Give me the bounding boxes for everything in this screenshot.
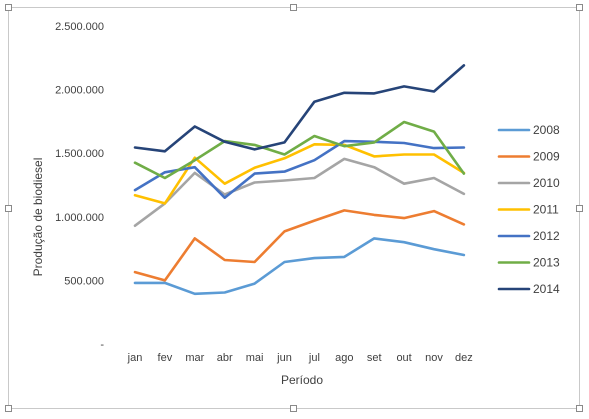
- legend-label-2008: 2008: [533, 123, 560, 137]
- y-tick-label: 500.000: [64, 275, 104, 287]
- resize-handle-top-center[interactable]: [290, 4, 297, 11]
- resize-handle-bottom-center[interactable]: [290, 405, 297, 412]
- series-line-2014: [133, 64, 466, 153]
- legend-label-2011: 2011: [533, 203, 559, 217]
- y-tick-label: -: [100, 339, 104, 351]
- legend-label-2010: 2010: [533, 176, 560, 190]
- y-tick-label: 1.500.000: [55, 148, 104, 160]
- resize-handle-middle-right[interactable]: [576, 205, 583, 212]
- series-line-2009: [133, 209, 466, 282]
- series-lines: [133, 64, 466, 296]
- series-line-2010: [133, 157, 466, 227]
- y-tick-label: 2.000.000: [55, 85, 104, 97]
- legend-label-2014: 2014: [533, 282, 560, 296]
- x-tick-label: nov: [425, 352, 443, 364]
- y-tick-label: 1.000.000: [55, 212, 104, 224]
- legend-label-2009: 2009: [533, 150, 560, 164]
- legend-label-2013: 2013: [533, 256, 560, 270]
- series-line-2008: [133, 237, 466, 296]
- resize-handle-top-left[interactable]: [5, 4, 12, 11]
- x-tick-label: jul: [308, 352, 320, 364]
- x-tick-label: dez: [455, 352, 473, 364]
- y-tick-label: 2.500.000: [55, 21, 104, 33]
- x-tick-label: jan: [127, 352, 143, 364]
- series-line-2013: [133, 120, 466, 180]
- resize-handle-bottom-left[interactable]: [5, 405, 12, 412]
- x-tick-label: mar: [185, 352, 204, 364]
- series-line-2012: [133, 139, 466, 199]
- x-tick-label: abr: [217, 352, 233, 364]
- series-line-2011: [133, 143, 466, 205]
- legend-label-2012: 2012: [533, 229, 560, 243]
- x-tick-label: out: [396, 352, 411, 364]
- x-axis-tick-labels: jan fev mar abr mai jun jul ago set out nov dez: [127, 352, 473, 364]
- x-tick-label: mai: [246, 352, 264, 364]
- x-tick-label: fev: [158, 352, 173, 364]
- resize-handle-bottom-right[interactable]: [576, 405, 583, 412]
- x-tick-label: ago: [335, 352, 353, 364]
- legend: 2008 2009 2010 2011 2012 2013 2014: [497, 123, 560, 296]
- x-tick-label: jun: [276, 352, 292, 364]
- resize-handle-top-right[interactable]: [576, 4, 583, 11]
- y-axis-tick-labels: - 500.000 1.000.000 1.500.000 2.000.000 2.500…: [55, 21, 104, 351]
- resize-handle-middle-left[interactable]: [5, 205, 12, 212]
- x-tick-label: set: [367, 352, 382, 364]
- x-axis-title: Período: [281, 373, 323, 387]
- y-axis-title: Produção de biodiesel: [31, 158, 45, 277]
